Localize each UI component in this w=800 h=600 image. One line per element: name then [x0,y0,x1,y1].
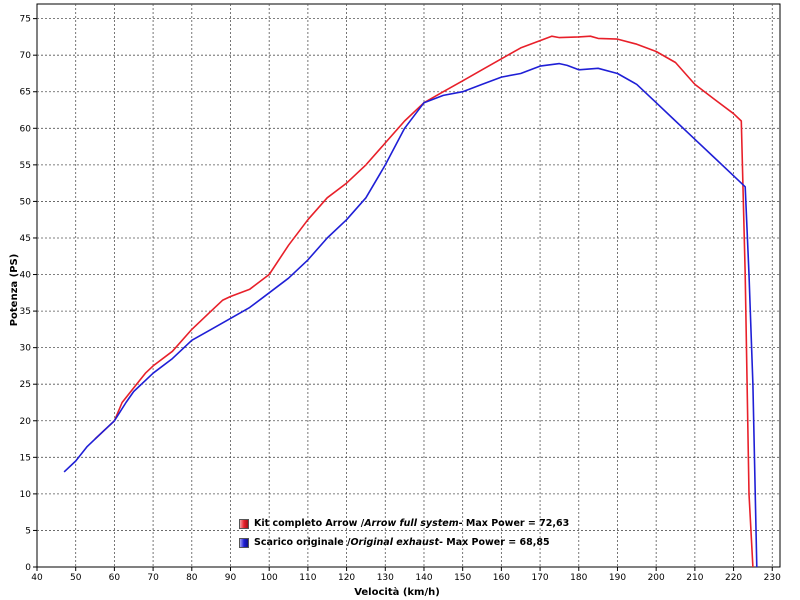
x-tick-label: 150 [454,573,471,583]
y-tick-label: 0 [25,563,31,573]
y-tick-label: 5 [25,526,31,536]
x-tick-label: 140 [415,573,432,583]
legend: Kit completo Arrow / Arrow full system -… [239,514,569,552]
y-tick-labels: 0 5 10 15 20 25 30 35 40 45 50 55 60 65 70 75 [20,15,32,573]
series-line-original [63,62,758,568]
y-tick-label: 55 [20,161,31,171]
x-tick-label: 180 [570,573,587,583]
y-tick-label: 45 [20,234,31,244]
y-tick-label: 65 [20,88,31,98]
y-axis-title: Potenza (PS) [9,254,20,327]
x-tick-label: 70 [147,573,159,583]
legend-label-italic: Original exhaust [350,537,439,548]
series-lines [63,35,758,568]
y-tick-label: 15 [20,453,31,463]
plot-area [36,3,781,568]
y-tick-label: 25 [20,380,31,390]
x-tick-label: 160 [493,573,510,583]
x-tick-label: 60 [109,573,121,583]
y-tick-label: 60 [20,124,32,134]
y-tick-label: 10 [20,490,32,500]
y-tick-label: 30 [20,344,32,354]
y-tick-label: 70 [20,51,32,61]
x-axis-title: Velocità (km/h) [354,586,440,598]
y-tick-label: 35 [20,307,31,317]
x-tick-label: 170 [531,573,548,583]
grid-lines [33,4,780,571]
x-tick-labels: 40 50 60 70 80 90 100 110 120 130 140 150 160 170 180 1… [31,573,781,583]
x-tick-label: 190 [609,573,626,583]
x-tick-label: 100 [261,573,278,583]
x-tick-label: 50 [70,573,82,583]
legend-entry-arrow: Kit completo Arrow / Arrow full system -… [239,514,569,533]
legend-label-suffix: - Max Power = 72,63 [458,518,570,529]
legend-label-prefix: Scarico originale / [254,537,351,548]
y-tick-label: 40 [20,271,32,281]
legend-label-prefix: Kit completo Arrow / [254,518,365,529]
x-tick-label: 80 [186,573,198,583]
x-tick-label: 230 [764,573,781,583]
y-tick-label: 50 [20,197,32,207]
x-tick-label: 130 [377,573,394,583]
legend-swatch-red [239,518,249,529]
legend-label-suffix: - Max Power = 68,85 [438,537,550,548]
series-line-arrow [94,35,754,568]
x-tick-label: 40 [31,573,43,583]
x-tick-label: 200 [648,573,665,583]
x-tick-label: 220 [725,573,742,583]
legend-entry-original: Scarico originale / Original exhaust - M… [239,533,569,552]
x-tick-label: 210 [686,573,703,583]
y-tick-label: 75 [20,15,31,25]
y-tick-label: 20 [20,417,32,427]
x-tick-label: 120 [338,573,355,583]
x-tick-label: 90 [225,573,237,583]
x-tick-label: 110 [299,573,316,583]
legend-swatch-blue [239,537,249,548]
legend-label-italic: Arrow full system [364,518,459,529]
